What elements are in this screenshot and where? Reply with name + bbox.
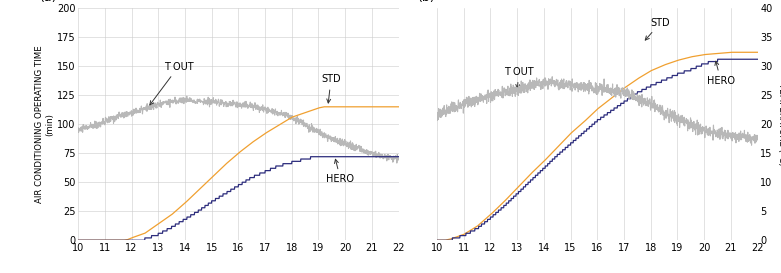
Y-axis label: AIR CONDITIONING OPERATING TIME
(min): AIR CONDITIONING OPERATING TIME (min) — [34, 45, 54, 203]
Text: STD: STD — [321, 75, 341, 103]
Text: HERO: HERO — [326, 159, 355, 184]
Text: (b): (b) — [418, 0, 436, 4]
Y-axis label: TEMPERATURE (°C): TEMPERATURE (°C) — [777, 83, 781, 165]
Text: STD: STD — [645, 17, 670, 40]
Text: HERO: HERO — [707, 61, 735, 86]
Text: T OUT: T OUT — [150, 62, 193, 105]
Text: (a): (a) — [40, 0, 57, 4]
Text: T OUT: T OUT — [504, 67, 533, 88]
